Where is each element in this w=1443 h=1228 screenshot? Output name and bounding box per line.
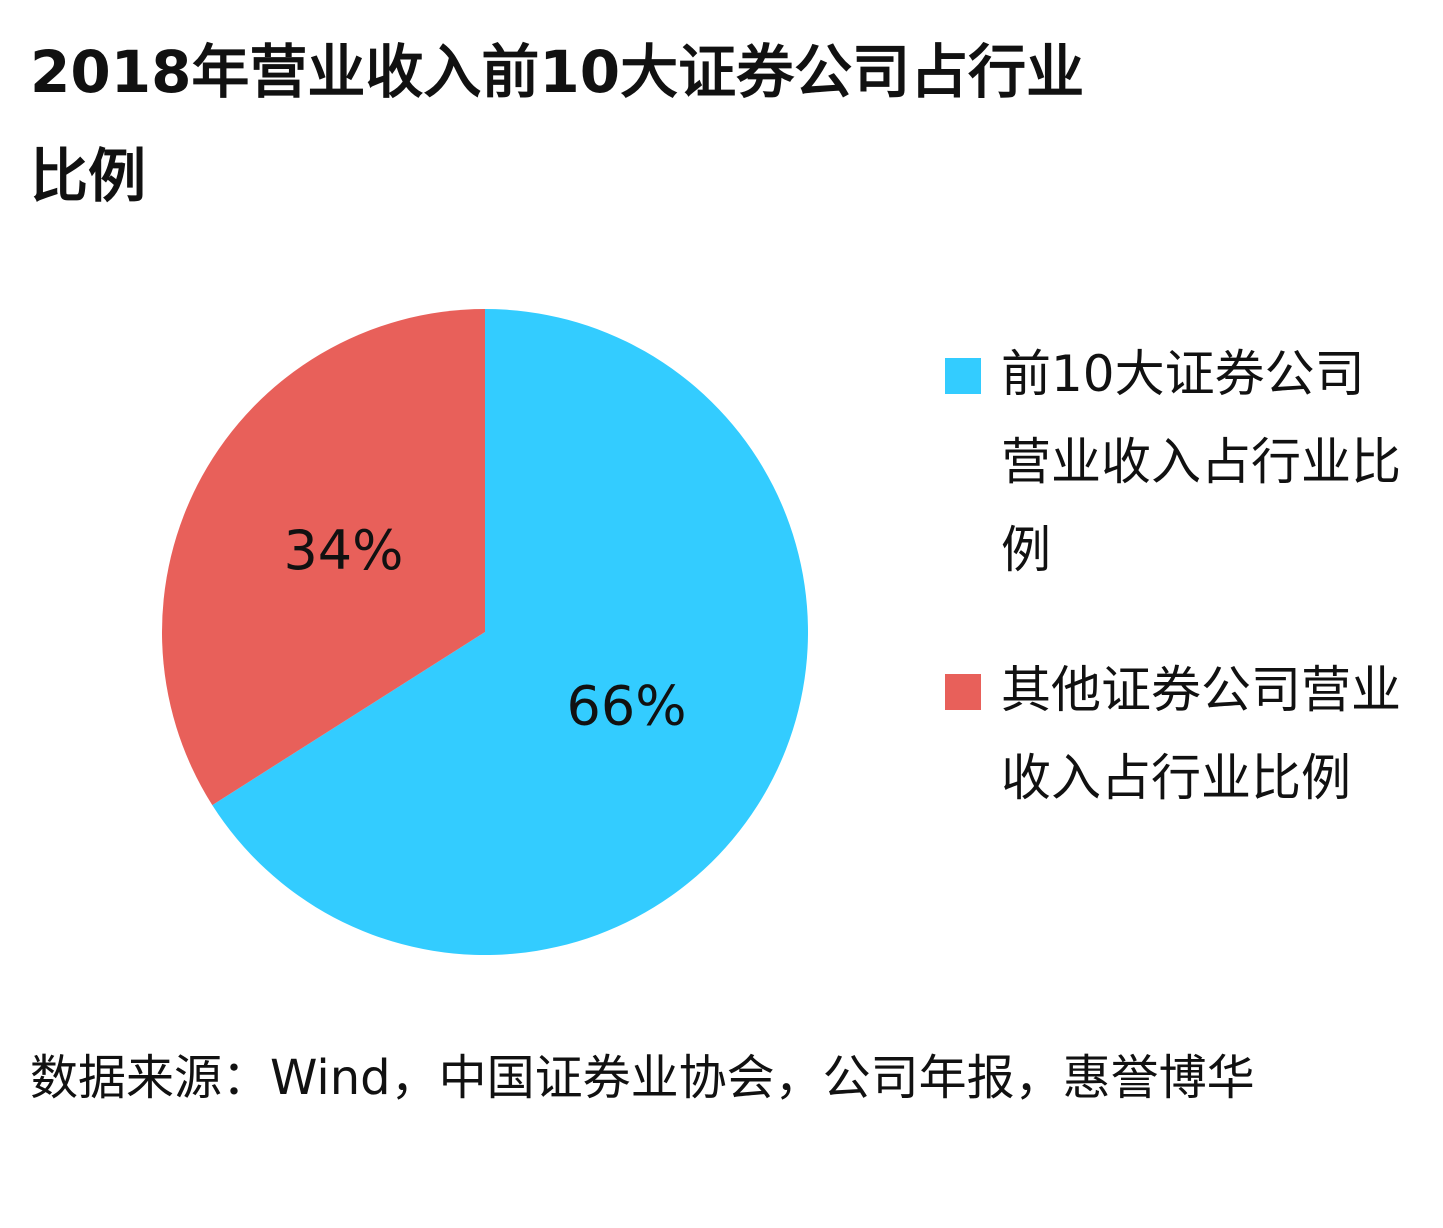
data-label: 66% xyxy=(567,674,687,737)
legend-item: 前10大证券公司营业收入占行业比例 xyxy=(945,330,1425,594)
chart-title: 2018年营业收入前10大证券公司占行业比例 xyxy=(30,38,1085,210)
pie-slice xyxy=(161,309,485,806)
legend-label: 前10大证券公司营业收入占行业比例 xyxy=(1001,345,1401,579)
pie-slice xyxy=(212,309,809,956)
source-note: 数据来源：Wind，中国证券业协会，公司年报，惠誉博华 xyxy=(30,1050,1255,1106)
data-label: 34% xyxy=(283,519,403,582)
legend-swatch xyxy=(945,674,981,710)
legend: 前10大证券公司营业收入占行业比例其他证券公司营业收入占行业比例 xyxy=(945,330,1425,874)
legend-item: 其他证券公司营业收入占行业比例 xyxy=(945,646,1425,822)
legend-label: 其他证券公司营业收入占行业比例 xyxy=(1001,661,1401,807)
legend-swatch xyxy=(945,358,981,394)
